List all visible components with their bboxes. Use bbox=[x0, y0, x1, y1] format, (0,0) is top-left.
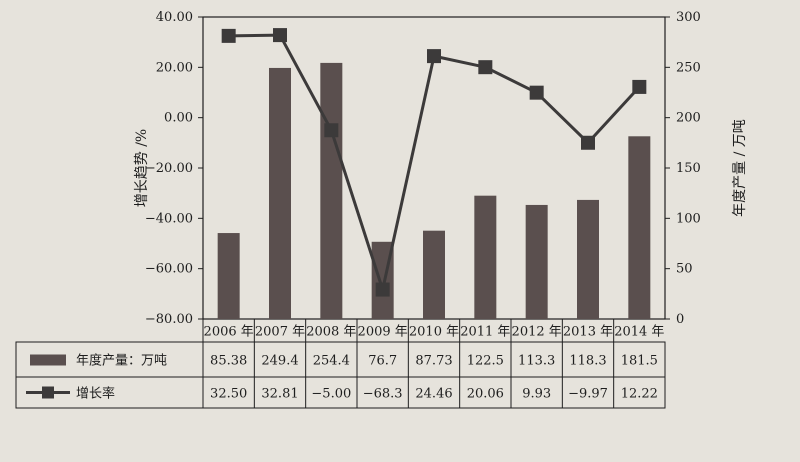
x-axis-tick-label: 2007 年 bbox=[255, 325, 305, 340]
legend-label-growth-rate: 增长率 bbox=[76, 386, 115, 402]
table-cell-growth-rate: 32.50 bbox=[210, 387, 247, 402]
x-axis-tick-label: 2012 年 bbox=[512, 325, 562, 340]
right-axis-tick-label: 300 bbox=[676, 10, 701, 25]
table-cell-growth-rate: 32.81 bbox=[261, 387, 298, 402]
table-frame bbox=[15, 341, 666, 409]
x-axis-tick-label: 2008 年 bbox=[306, 325, 356, 340]
bar-annual-output bbox=[474, 195, 497, 319]
left-axis-tick-label: −60.00 bbox=[145, 262, 193, 277]
table-cell-growth-rate: −68.3 bbox=[363, 387, 403, 402]
left-axis-tick-label: 0.00 bbox=[164, 111, 193, 126]
growth-rate-point bbox=[273, 28, 287, 43]
bar-annual-output bbox=[320, 62, 343, 320]
legend-swatch-bar bbox=[30, 354, 66, 366]
bar-annual-output bbox=[628, 136, 651, 319]
growth-rate-point bbox=[529, 85, 544, 100]
right-axis-title: 年度产量 / 万吨 bbox=[732, 119, 748, 217]
left-axis-tick-label: −80.00 bbox=[145, 312, 193, 327]
bar-annual-output bbox=[525, 204, 548, 319]
table-cell-growth-rate: 24.46 bbox=[415, 387, 452, 402]
left-axis-tick-label: −40.00 bbox=[145, 211, 193, 226]
x-axis-tick-label: 2009 年 bbox=[358, 325, 408, 340]
table-cell-annual-output: 249.4 bbox=[261, 354, 298, 369]
table-cell-annual-output: 254.4 bbox=[313, 354, 350, 369]
right-axis-tick-label: 50 bbox=[676, 262, 693, 277]
left-axis-tick-label: −20.00 bbox=[145, 161, 193, 176]
x-axis-tick-label: 2014 年 bbox=[614, 325, 664, 340]
table-cell-growth-rate: −5.00 bbox=[311, 387, 351, 402]
table-cell-annual-output: 122.5 bbox=[467, 354, 504, 369]
table-cell-growth-rate: 20.06 bbox=[467, 387, 504, 402]
bar-annual-output bbox=[269, 67, 291, 319]
growth-rate-point bbox=[324, 123, 339, 138]
table-cell-growth-rate: −9.97 bbox=[568, 387, 608, 402]
x-axis-tick-label: 2010 年 bbox=[409, 325, 459, 340]
bar-annual-output bbox=[217, 233, 240, 319]
growth-rate-point bbox=[427, 49, 441, 64]
legend-swatch-marker bbox=[42, 386, 54, 399]
left-axis-tick-label: 40.00 bbox=[156, 10, 193, 25]
legend-label-annual-output: 年度产量：万吨 bbox=[76, 353, 167, 369]
table-cell-annual-output: 85.38 bbox=[210, 354, 247, 369]
right-axis-tick-label: 150 bbox=[676, 161, 701, 176]
growth-rate-point bbox=[478, 60, 493, 75]
left-axis-title: 增长趋势 /% bbox=[134, 129, 150, 207]
x-axis-tick-label: 2013 年 bbox=[563, 325, 613, 340]
table-cell-growth-rate: 9.93 bbox=[522, 387, 551, 402]
table-cell-annual-output: 87.73 bbox=[415, 354, 452, 369]
table-cell-annual-output: 76.7 bbox=[368, 354, 397, 369]
bar-annual-output bbox=[423, 230, 445, 319]
growth-rate-point bbox=[632, 79, 647, 94]
right-axis-tick-label: 100 bbox=[676, 211, 701, 226]
table-cell-annual-output: 118.3 bbox=[569, 354, 606, 369]
left-axis-tick-label: 20.00 bbox=[156, 60, 193, 75]
x-axis-tick-label: 2006 年 bbox=[204, 325, 254, 340]
x-axis-tick-label: 2011 年 bbox=[460, 325, 510, 340]
right-axis-tick-label: 0 bbox=[676, 312, 684, 327]
growth-rate-point bbox=[221, 28, 236, 43]
table-cell-annual-output: 113.3 bbox=[518, 354, 555, 369]
table-cell-growth-rate: 12.22 bbox=[621, 387, 658, 402]
bar-annual-output bbox=[577, 199, 599, 319]
right-axis-tick-label: 250 bbox=[676, 60, 701, 75]
table-cell-annual-output: 181.5 bbox=[621, 354, 658, 369]
right-axis-tick-label: 200 bbox=[676, 111, 701, 126]
growth-rate-point bbox=[375, 282, 390, 297]
growth-rate-point bbox=[581, 135, 595, 150]
